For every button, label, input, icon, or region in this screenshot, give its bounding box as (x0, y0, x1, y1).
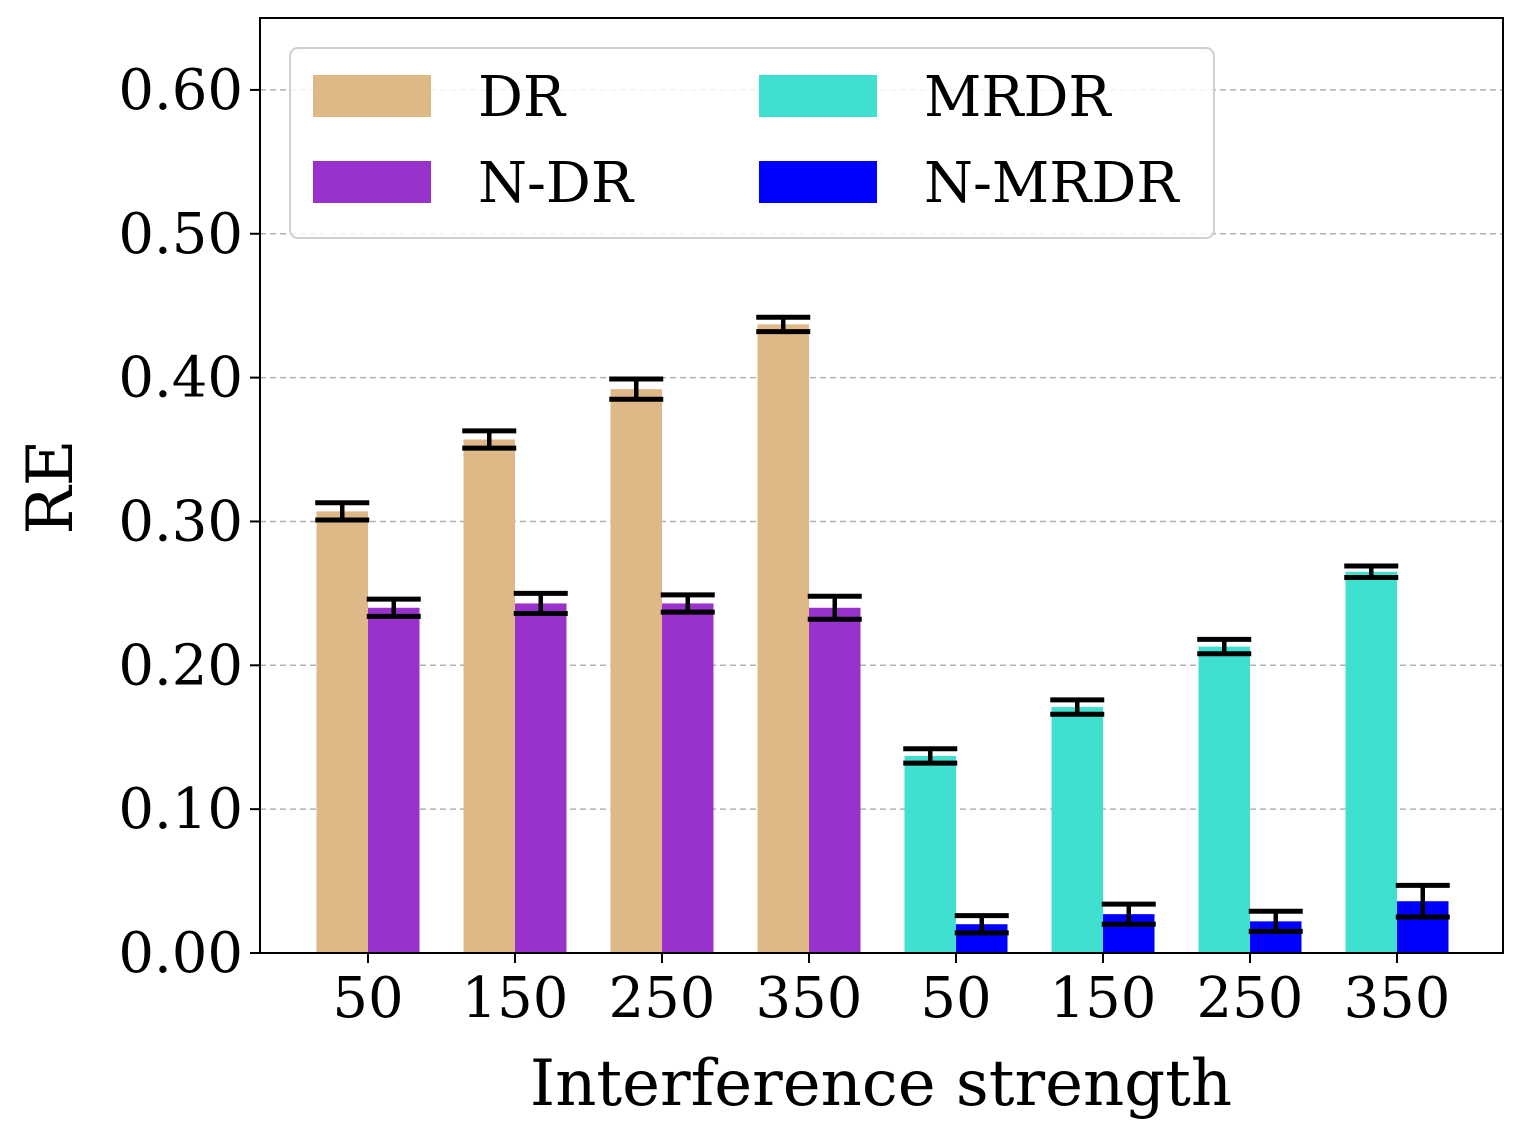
y-axis: 0.00 0.10 0.20 0.30 0.40 0.50 0.60 (118, 58, 260, 986)
legend-label: DR (478, 65, 567, 130)
x-tick-label: 150 (462, 966, 569, 1031)
legend-swatch (313, 75, 431, 117)
legend-box (289, 47, 1215, 239)
legend-swatch (759, 75, 877, 117)
legend: DR N-DR MRDR N-MRDR (289, 47, 1215, 239)
bar (662, 603, 714, 953)
bar (1198, 646, 1250, 953)
x-tick-label: 250 (609, 966, 716, 1031)
bar (904, 755, 956, 953)
y-tick-label: 0.20 (118, 633, 243, 698)
legend-swatch (759, 161, 877, 203)
bar (1345, 571, 1397, 953)
x-tick-label: 150 (1050, 966, 1157, 1031)
x-tick-label: 350 (1344, 966, 1451, 1031)
bar (757, 324, 809, 953)
y-tick-label: 0.10 (118, 777, 243, 842)
x-tick-label: 50 (920, 966, 991, 1031)
bar (316, 511, 368, 953)
x-axis-label: Interference strength (530, 1047, 1232, 1121)
y-tick-label: 0.30 (118, 489, 243, 554)
bar (1051, 707, 1103, 953)
error-bars (315, 314, 1450, 936)
y-axis-label: RE (14, 440, 88, 535)
legend-label: N-DR (478, 151, 635, 216)
legend-label: MRDR (924, 65, 1112, 130)
y-tick-label: 0.00 (118, 921, 243, 986)
x-tick-label: 350 (756, 966, 863, 1031)
legend-label: N-MRDR (924, 151, 1180, 216)
bar (463, 439, 515, 953)
bar (809, 607, 861, 953)
bar (515, 603, 567, 953)
plot-frame (259, 17, 1504, 954)
y-tick-label: 0.60 (118, 58, 243, 123)
legend-swatch (313, 161, 431, 203)
bar (610, 389, 662, 954)
y-tick-label: 0.40 (118, 346, 243, 411)
x-tick-label: 250 (1197, 966, 1304, 1031)
x-tick-label: 50 (332, 966, 403, 1031)
bars (316, 324, 1449, 954)
bar (368, 607, 420, 953)
x-axis: 50 150 250 350 50 150 250 350 (332, 953, 1450, 1031)
y-tick-label: 0.50 (118, 202, 243, 267)
